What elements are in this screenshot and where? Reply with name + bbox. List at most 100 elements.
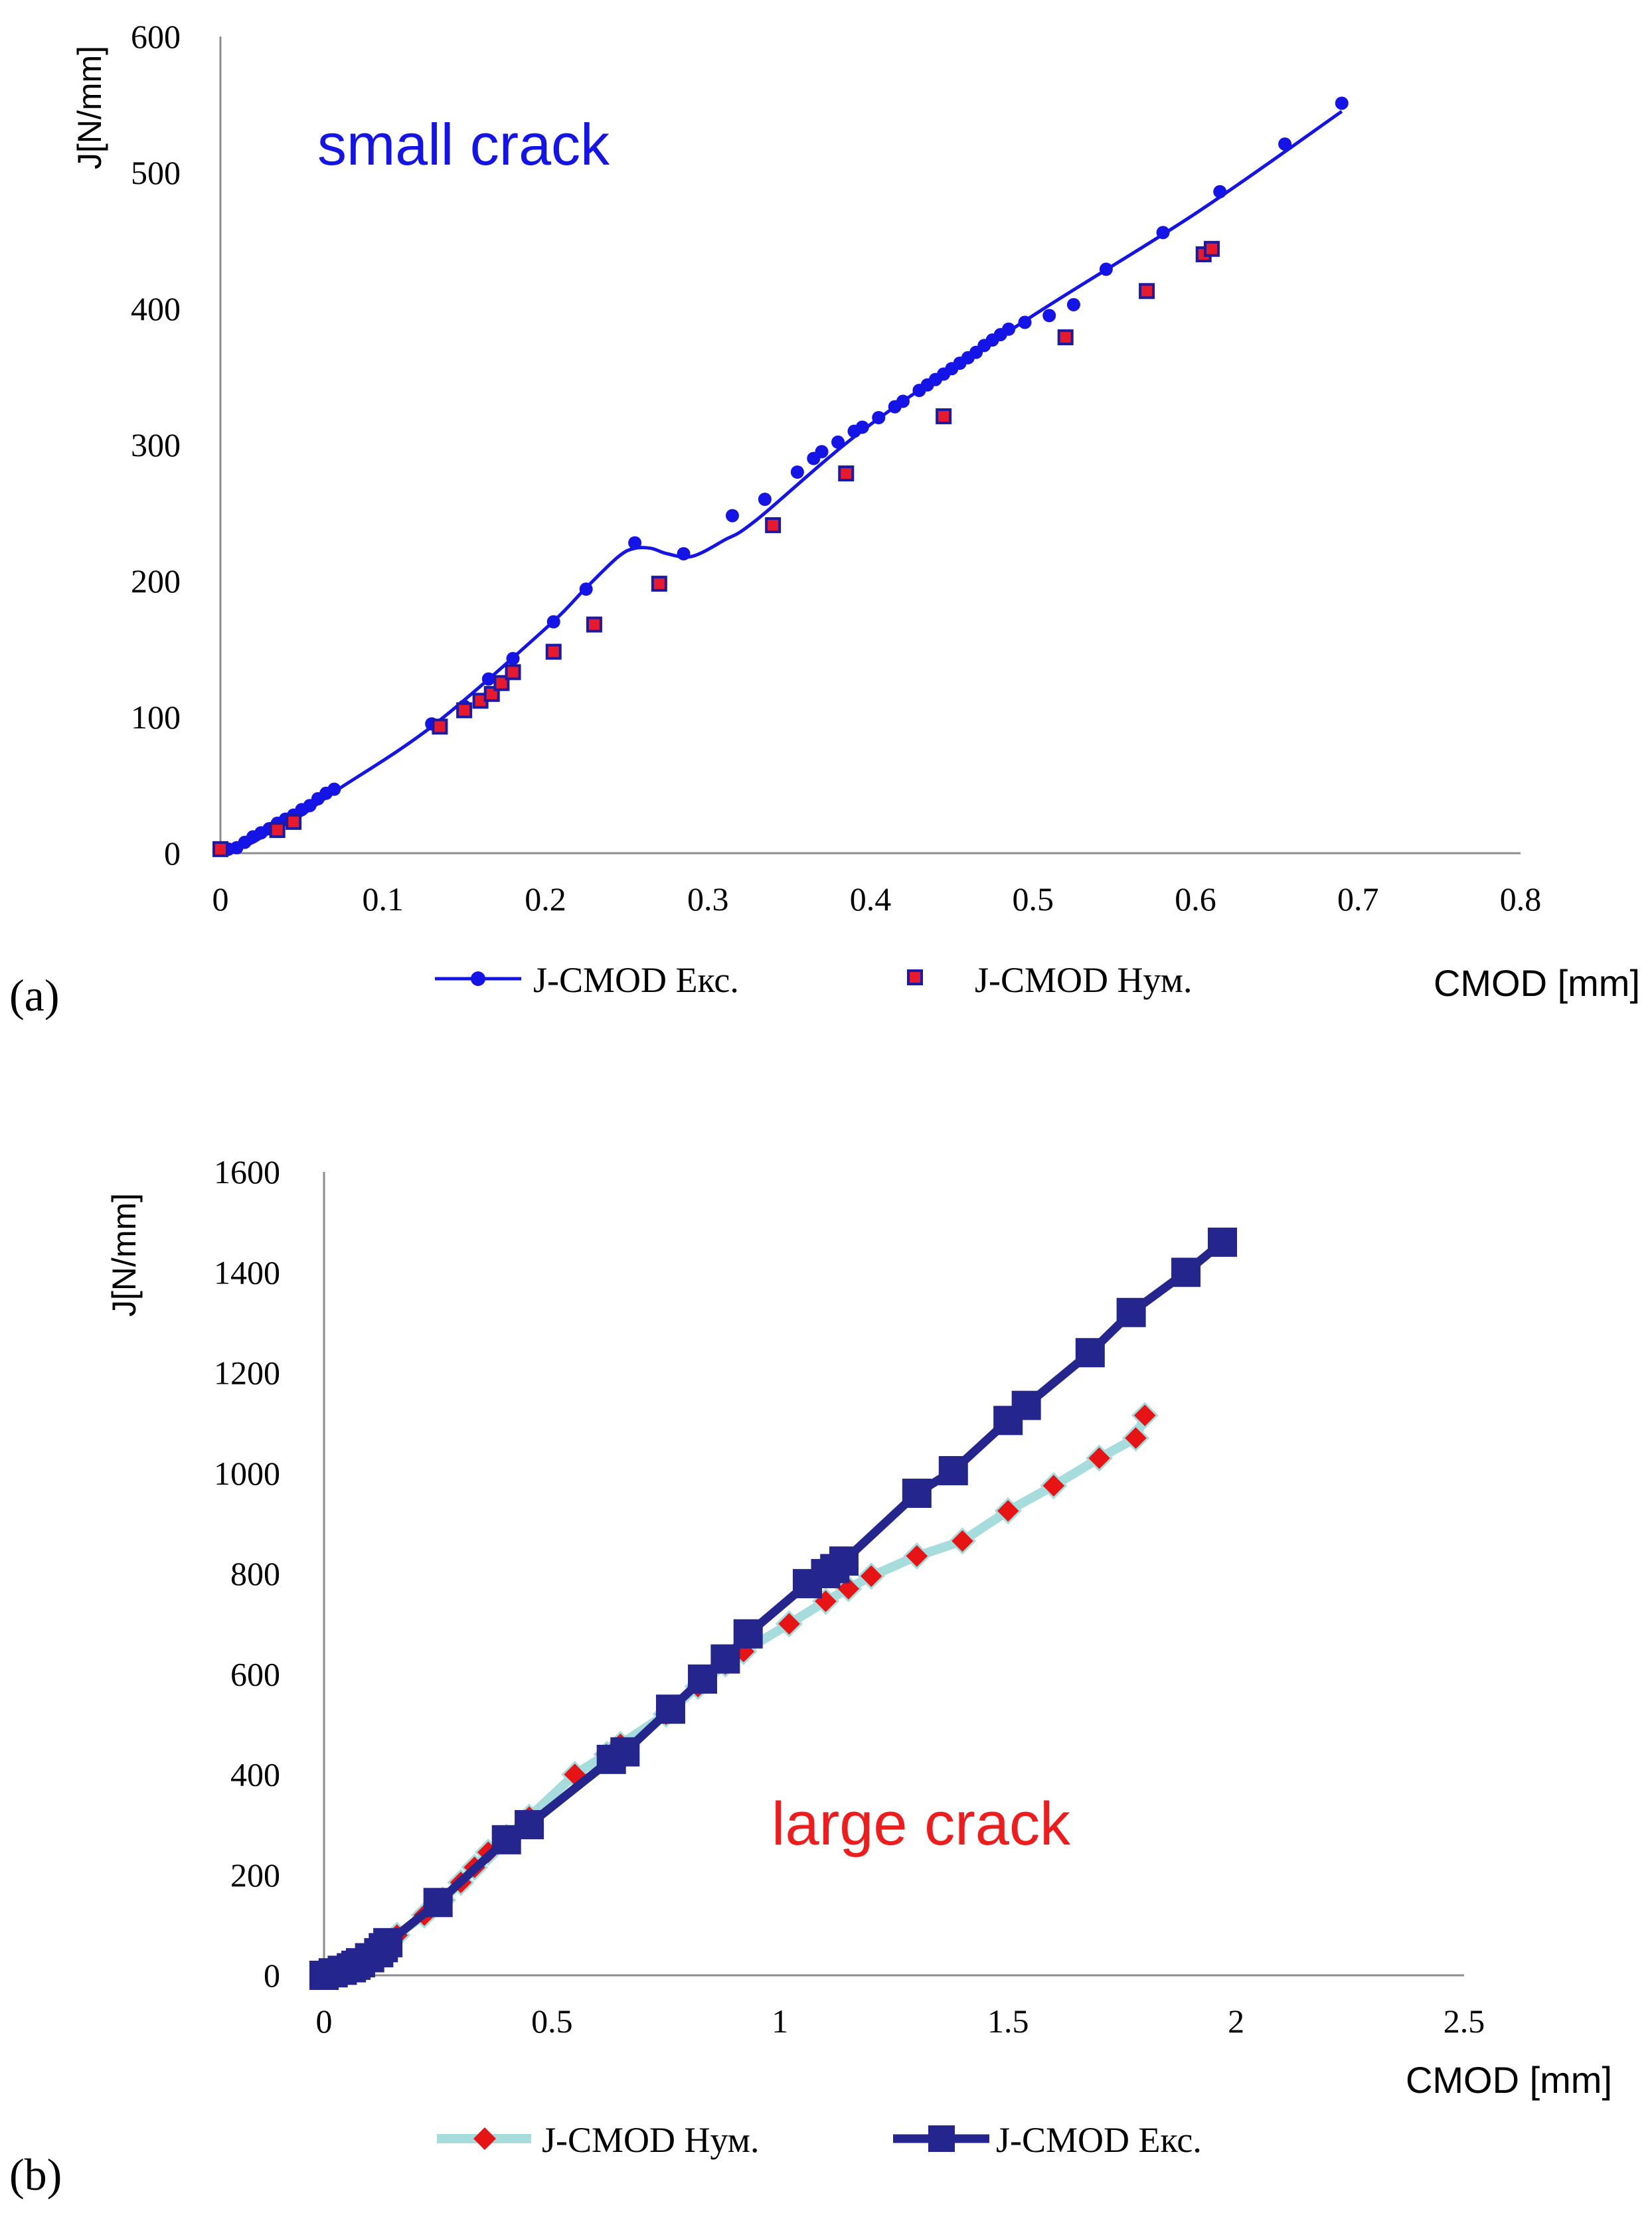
- exp-data-point: [546, 615, 560, 629]
- exp-data-point: [1002, 322, 1016, 336]
- exp-data-point: [815, 445, 829, 459]
- exp-data-point: [677, 547, 691, 560]
- exp-data-point: [733, 1619, 763, 1649]
- exp-data-point: [829, 1546, 859, 1576]
- num-data-point: [776, 1610, 803, 1638]
- x-tick-label: 0: [212, 880, 229, 918]
- exp-data-point: [423, 1888, 453, 1918]
- exp-data-point: [725, 509, 739, 523]
- x-tick-label: 0: [316, 2003, 333, 2040]
- panel-a-y-label: J[N/mm]: [71, 46, 108, 169]
- num-data-point: [456, 702, 473, 718]
- num-data-point: [493, 675, 510, 691]
- y-tick-label: 600: [131, 18, 181, 55]
- y-tick-label: 600: [230, 1655, 280, 1692]
- exp-data-point: [855, 420, 869, 434]
- legend-exp-label-b: J-CMOD Екс.: [996, 2120, 1202, 2160]
- x-tick-label: 1: [772, 2003, 788, 2040]
- y-tick-label: 0: [164, 835, 181, 872]
- num-data-point: [936, 408, 952, 424]
- x-tick-label: 2.5: [1444, 2003, 1485, 2040]
- x-tick-label: 0.5: [531, 2003, 573, 2040]
- panel-a-exp-fit-line: [220, 110, 1343, 853]
- num-data-point: [545, 643, 562, 660]
- panel-b-annotation: large crack: [772, 1790, 1071, 1858]
- exp-data-point: [1213, 185, 1227, 199]
- x-tick-label: 0.7: [1337, 880, 1379, 918]
- exp-data-point: [1156, 226, 1170, 240]
- exp-data-point: [1018, 315, 1032, 329]
- x-tick-label: 0.2: [525, 880, 566, 918]
- num-data-point: [1040, 1472, 1068, 1500]
- y-tick-label: 200: [230, 1856, 280, 1894]
- num-data-point: [765, 517, 782, 533]
- exp-data-point: [327, 782, 341, 796]
- exp-data-point: [579, 582, 593, 596]
- panel-b-y-label: J[N/mm]: [106, 1193, 143, 1317]
- panel-b-exp-points: [309, 1227, 1237, 1990]
- y-tick-label: 400: [230, 1756, 280, 1793]
- exp-data-point: [515, 1810, 544, 1840]
- panel-b-x-ticks: 0 0.5 1 1.5 2 2.5: [316, 2003, 1485, 2040]
- panel-a-y-ticks: 0 100 200 300 400 500 600: [131, 18, 181, 872]
- x-tick-label: 0.1: [363, 880, 404, 918]
- panel-a-exp-points: [214, 96, 1349, 856]
- x-tick-label: 0.8: [1500, 880, 1542, 918]
- num-data-point: [994, 1497, 1022, 1524]
- panel-a-x-ticks: 0 0.1 0.2 0.3 0.4 0.5 0.6 0.7 0.8: [212, 880, 1542, 918]
- y-tick-label: 1000: [214, 1455, 280, 1492]
- panel-a-legend: J-CMOD Екс. J-CMOD Нум.: [435, 960, 1192, 1000]
- num-data-point: [286, 813, 302, 830]
- num-data-point: [212, 841, 228, 857]
- x-tick-label: 0.3: [687, 880, 729, 918]
- exp-data-point: [1075, 1338, 1105, 1368]
- exp-data-point: [790, 465, 804, 479]
- exp-data-point: [1011, 1390, 1041, 1420]
- exp-data-point: [1278, 137, 1292, 151]
- legend-num-diamond: [473, 2127, 496, 2150]
- exp-data-point: [1171, 1258, 1201, 1287]
- legend-exp-marker: [471, 971, 485, 986]
- exp-data-point: [938, 1455, 968, 1485]
- num-data-point: [505, 664, 521, 681]
- exp-data-point: [1066, 297, 1080, 311]
- num-data-point: [1203, 240, 1220, 257]
- panel-a-num-points: [212, 240, 1220, 857]
- legend-exp-label: J-CMOD Екс.: [533, 960, 739, 1000]
- panel-b-legend: J-CMOD Нум. J-CMOD Екс.: [437, 2120, 1202, 2160]
- exp-data-point: [1207, 1227, 1237, 1257]
- num-data-point: [1131, 1402, 1159, 1430]
- num-data-point: [838, 465, 855, 482]
- x-tick-label: 0.6: [1175, 880, 1216, 918]
- num-data-point: [949, 1527, 977, 1555]
- legend-num-marker: [907, 969, 923, 985]
- exp-data-point: [373, 1928, 403, 1957]
- num-data-point: [1057, 329, 1074, 346]
- legend-num-label: J-CMOD Нум.: [975, 960, 1192, 1000]
- exp-data-point: [831, 435, 845, 449]
- panel-b-y-ticks: 0 200 400 600 800 1000 1200 1400 1600: [214, 1153, 280, 1994]
- num-data-point: [586, 616, 602, 633]
- y-tick-label: 800: [230, 1555, 280, 1592]
- y-tick-label: 300: [131, 426, 181, 463]
- num-data-point: [903, 1542, 931, 1570]
- exp-data-point: [872, 411, 886, 424]
- exp-data-point: [481, 672, 495, 686]
- y-tick-label: 0: [264, 1957, 280, 1994]
- num-data-point: [651, 576, 667, 592]
- exp-data-point: [902, 1479, 932, 1508]
- x-tick-label: 1.5: [987, 2003, 1029, 2040]
- num-data-point: [432, 718, 448, 735]
- exp-data-point: [758, 493, 772, 506]
- legend-exp-square: [928, 2125, 955, 2152]
- panel-a-panel-label: (a): [9, 970, 59, 1021]
- panel-a-annotation: small crack: [317, 112, 610, 177]
- panel-b-chart: 0 0.5 1 1.5 2 2.5 0 200 400 600 800 1000 1200 1400 16…: [9, 1153, 1612, 2200]
- num-data-point: [1121, 1424, 1150, 1452]
- exp-data-point: [506, 651, 520, 665]
- panel-b-x-label: CMOD [mm]: [1406, 2059, 1612, 2101]
- x-tick-label: 2: [1228, 2003, 1244, 2040]
- panel-b-panel-label: (b): [9, 2149, 62, 2200]
- exp-data-point: [710, 1644, 740, 1674]
- num-data-point: [1086, 1444, 1114, 1472]
